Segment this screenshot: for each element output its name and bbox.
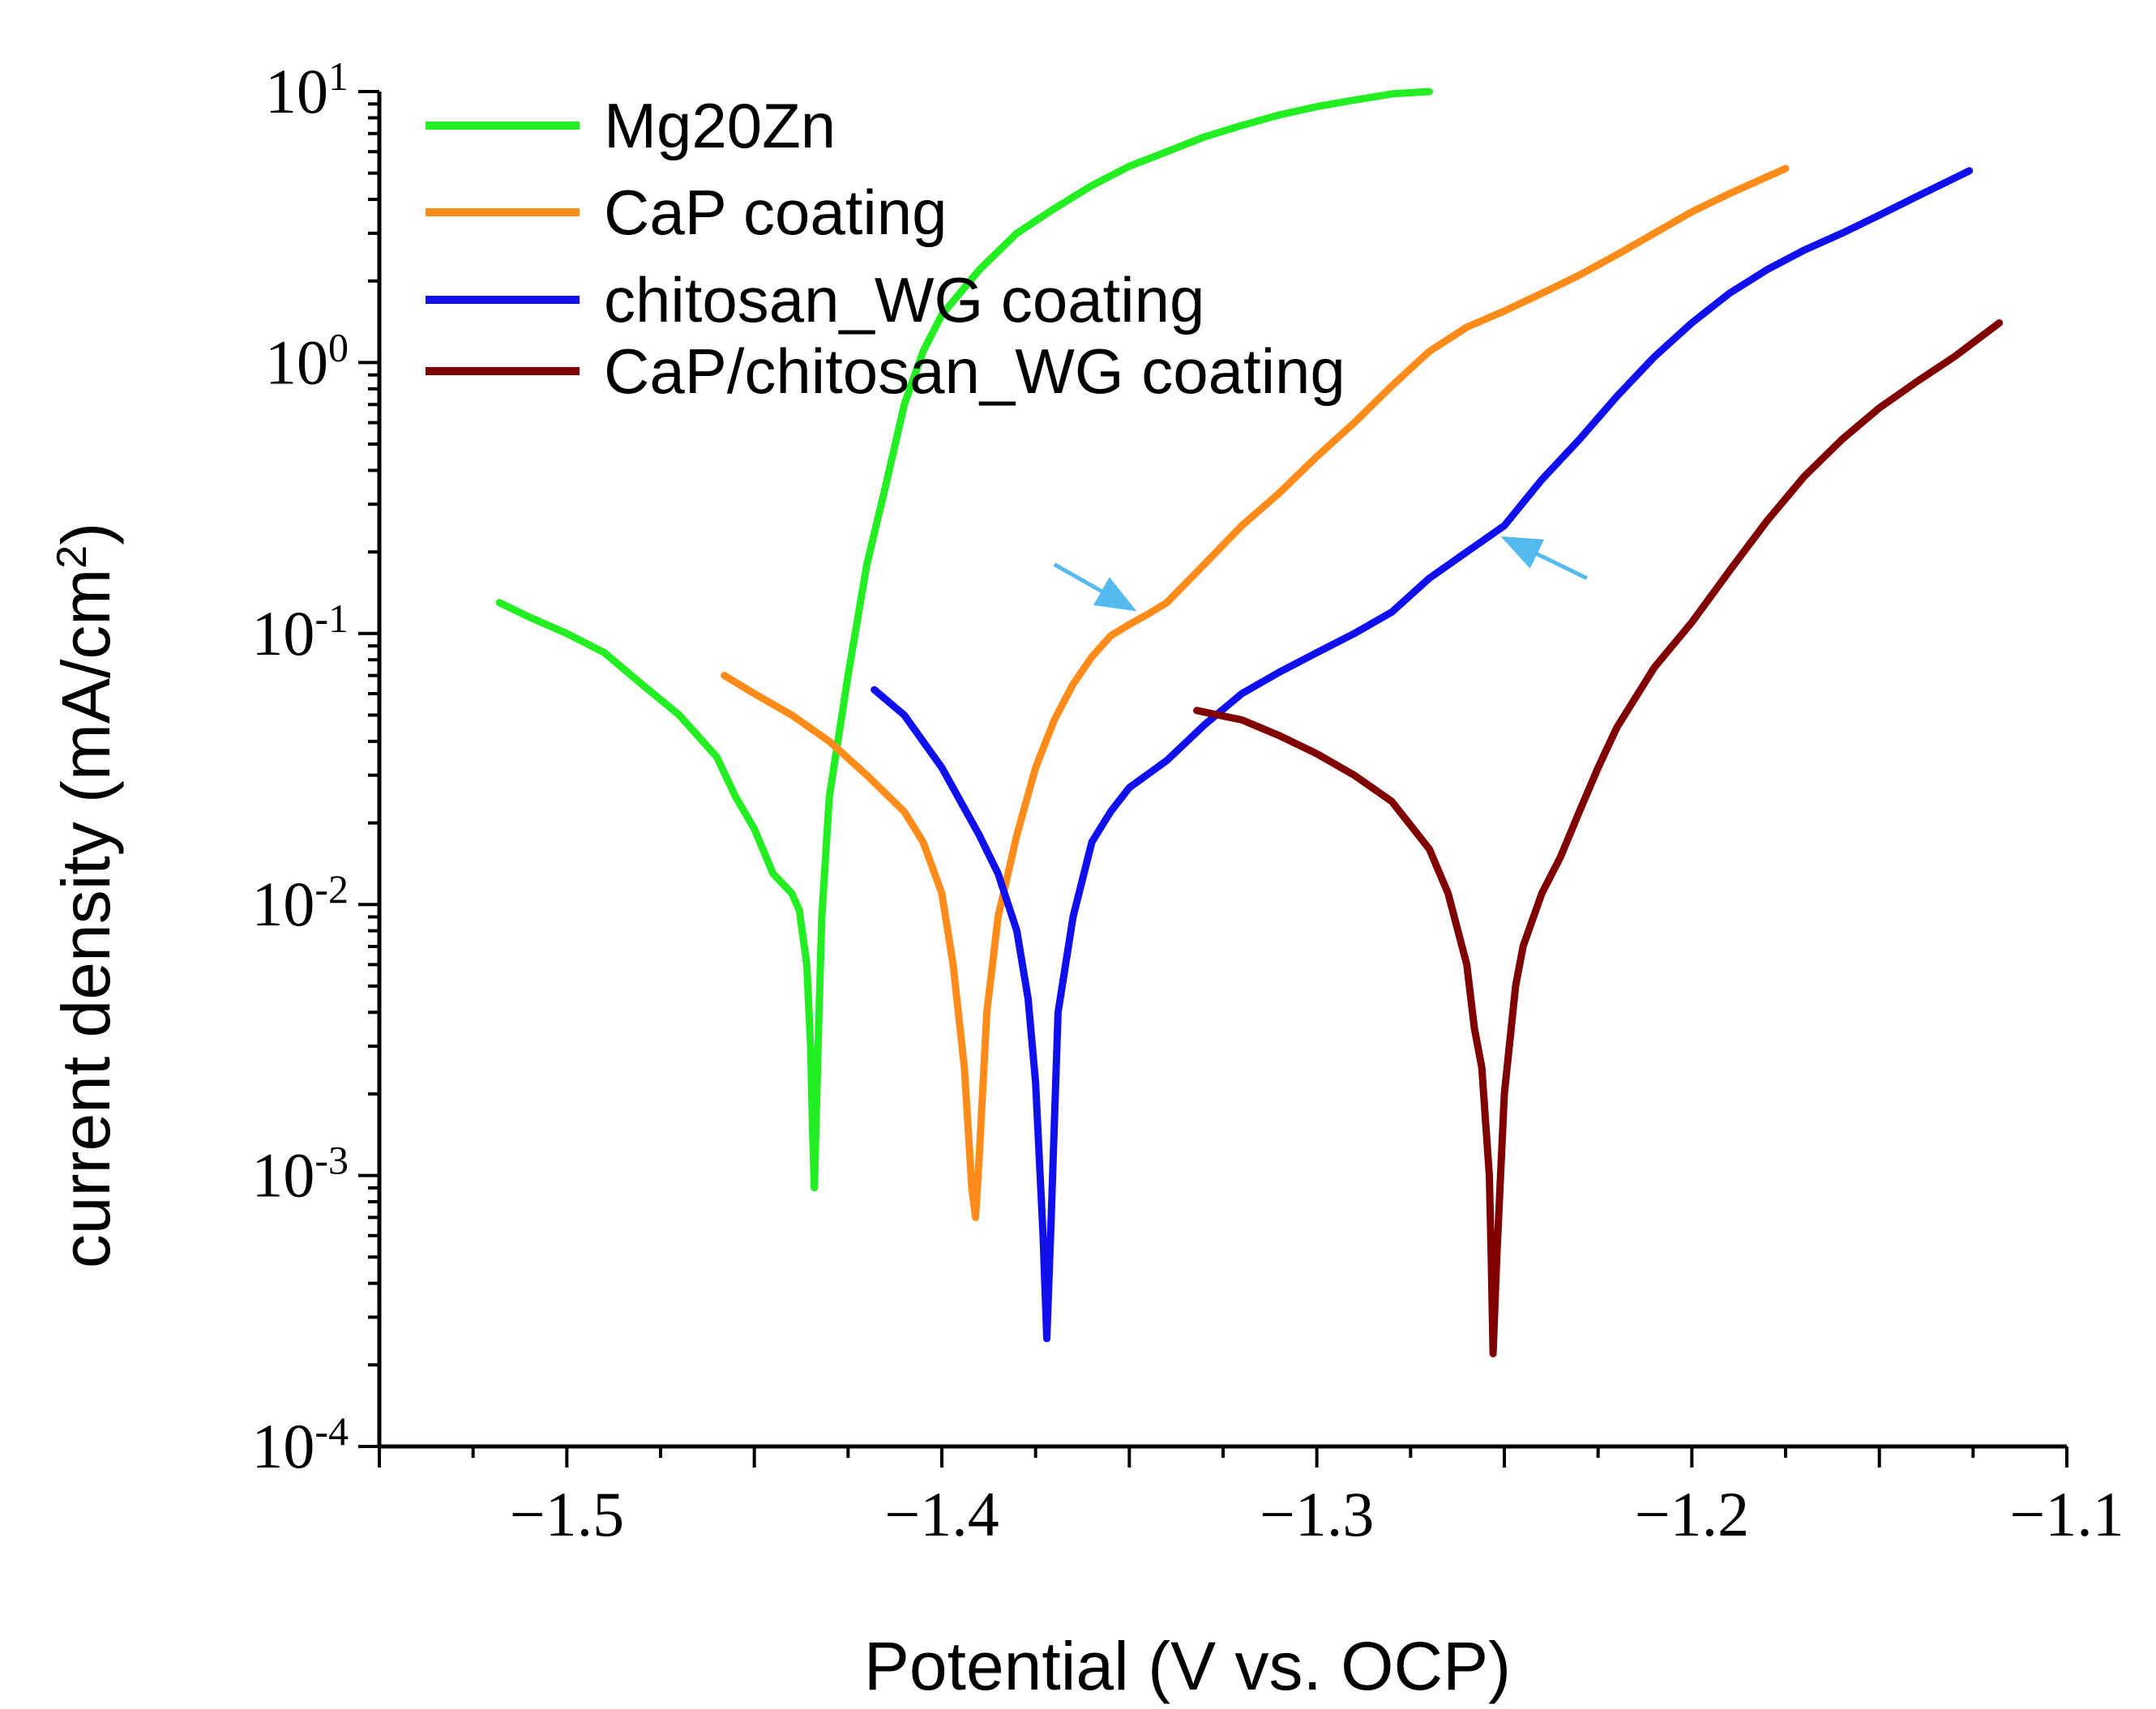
y-tick-exponent: 1 xyxy=(328,53,349,99)
y-tick-exponent: -3 xyxy=(314,1138,349,1183)
series-layer xyxy=(495,88,2004,1357)
legend-label: CaP/chitosan_WG coating xyxy=(604,335,1345,407)
annotation-layer xyxy=(1053,536,1588,612)
y-tick-base: 10 xyxy=(265,56,328,126)
series-line-2 xyxy=(721,164,1790,1221)
x-axis-title: Potential (V vs. OCP) xyxy=(864,1628,1511,1704)
y-tick-label: 10-4 xyxy=(251,1408,349,1481)
y-axis-title: current density (mA/cm2) xyxy=(48,523,124,1268)
series-line-3 xyxy=(871,167,1974,1343)
y-axis-title-sup: 2 xyxy=(49,545,96,569)
y-tick-exponent: -1 xyxy=(314,596,349,641)
y-tick-base: 10 xyxy=(251,1411,314,1481)
x-tick-label: −1.5 xyxy=(510,1479,625,1549)
x-tick-label: −1.3 xyxy=(1260,1479,1375,1549)
y-tick-label: 101 xyxy=(265,53,349,126)
y-axis-title-main: current density (mA/cm xyxy=(48,569,124,1269)
annotation-arrow-1 xyxy=(1053,562,1137,612)
legend-label: chitosan_WG coating xyxy=(604,264,1204,335)
y-axis-title-close: ) xyxy=(48,523,124,545)
y-tick-exponent: -4 xyxy=(314,1408,349,1454)
legend: Mg20Zn CaP coating chitosan_WG coatingCaP/… xyxy=(426,90,1345,407)
annotation-arrow-2 xyxy=(1500,536,1588,580)
y-tick-exponent: 0 xyxy=(328,324,349,370)
x-axis-ticks: −1.5 −1.4 −1.3 −1.2 −1.1 xyxy=(378,1446,2124,1549)
y-tick-label: 100 xyxy=(265,324,349,397)
y-tick-base: 10 xyxy=(251,1140,314,1211)
y-tick-base: 10 xyxy=(251,598,314,669)
series-line-1 xyxy=(495,88,1433,1192)
series-line-4 xyxy=(1193,319,2004,1357)
x-tick-label: −1.1 xyxy=(2009,1479,2124,1549)
x-tick-label: −1.4 xyxy=(884,1479,999,1549)
y-tick-base: 10 xyxy=(265,327,328,397)
y-tick-label: 10-2 xyxy=(251,866,349,939)
legend-label: CaP coating xyxy=(604,177,948,248)
legend-label: Mg20Zn xyxy=(604,90,836,161)
y-tick-base: 10 xyxy=(251,869,314,939)
y-tick-label: 10-3 xyxy=(251,1138,349,1211)
x-tick-label: −1.2 xyxy=(1635,1479,1750,1549)
y-tick-label: 10-1 xyxy=(251,596,349,669)
y-tick-exponent: -2 xyxy=(314,866,349,912)
